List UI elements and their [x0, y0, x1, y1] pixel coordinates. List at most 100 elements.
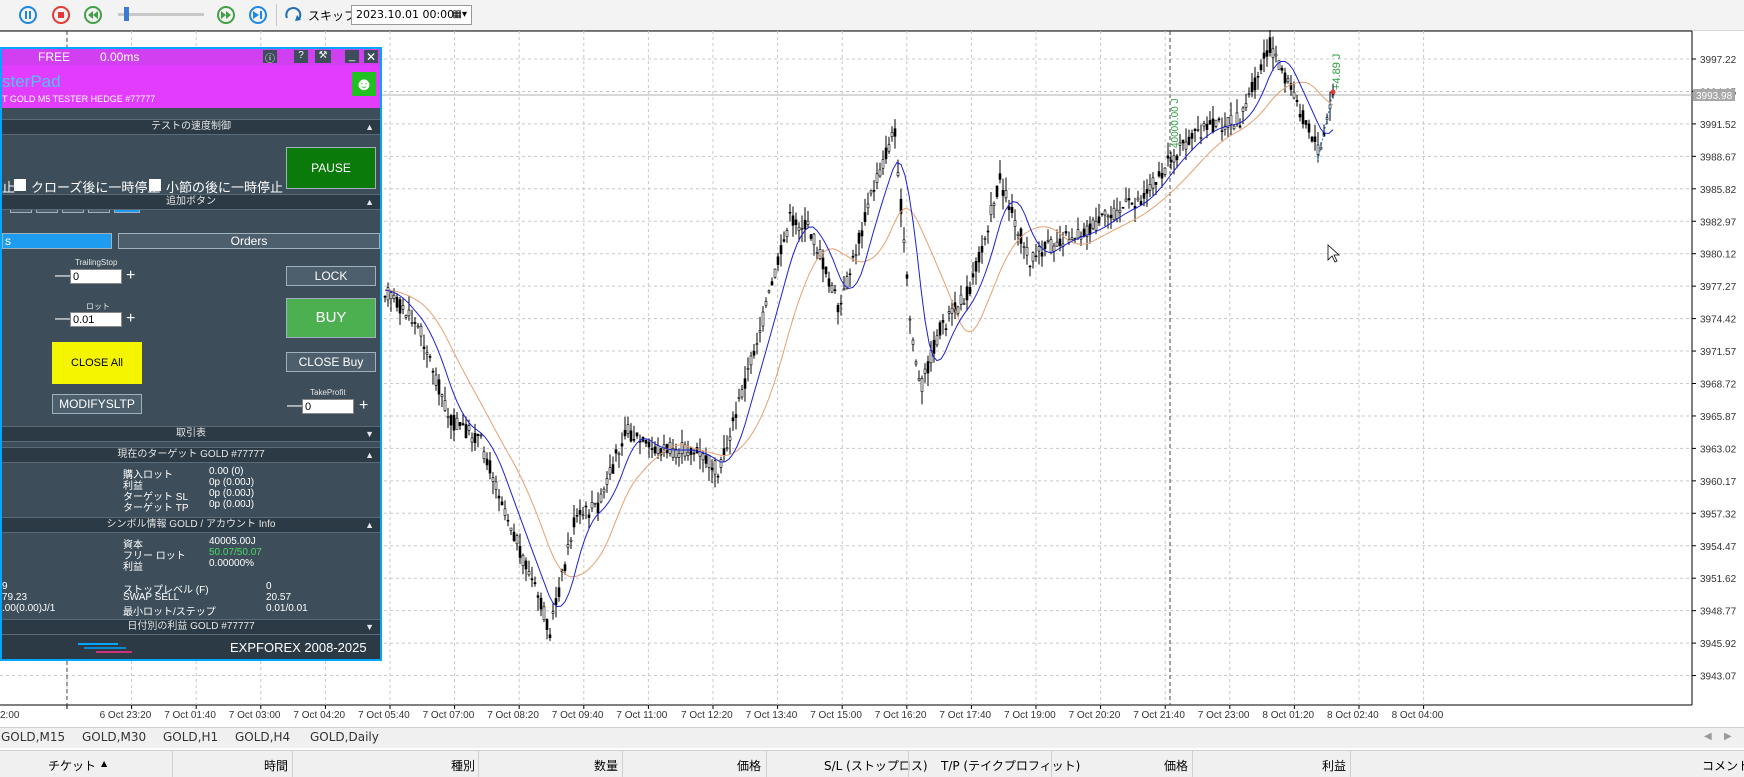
skip-icon[interactable]: [284, 6, 304, 24]
candle-body: [746, 367, 750, 370]
candle-body: [404, 315, 408, 318]
candle-body: [1247, 93, 1251, 95]
scroll-right-icon[interactable]: ▶: [1724, 731, 1732, 742]
candle-body: [1199, 137, 1203, 139]
price-tick-label: 3945.92: [1700, 639, 1737, 650]
close-buy-button[interactable]: CLOSE Buy: [286, 352, 376, 372]
sort-asc-icon[interactable]: ▲: [101, 759, 108, 768]
col-ticket[interactable]: チケット: [48, 759, 97, 773]
candle-body: [1223, 125, 1227, 130]
stop-button[interactable]: [52, 6, 70, 24]
col-volume[interactable]: 数量: [594, 759, 619, 773]
tp-minus-button[interactable]: —: [287, 397, 303, 414]
candle-body: [926, 361, 930, 374]
collapse-up-icon[interactable]: ▲: [365, 450, 374, 460]
candle-body: [854, 254, 858, 257]
tab-gold-daily[interactable]: GOLD,Daily: [310, 730, 379, 744]
lock-button[interactable]: LOCK: [286, 266, 376, 286]
candle-body: [446, 416, 450, 418]
speed-slider[interactable]: [118, 7, 204, 21]
column-divider: [622, 751, 623, 777]
col-type[interactable]: 種別: [451, 759, 476, 773]
candle-body: [851, 255, 855, 258]
collapse-up-icon[interactable]: ▲: [365, 122, 374, 132]
col-time[interactable]: 時間: [264, 759, 289, 773]
candle-body: [740, 389, 744, 398]
tp-plus-button[interactable]: +: [359, 397, 369, 414]
column-divider: [1051, 751, 1052, 777]
expand-down-icon[interactable]: ▼: [365, 622, 374, 632]
calendar-dropdown-icon[interactable]: ▦▾: [452, 9, 467, 20]
tab-gold-m30[interactable]: GOLD,M30: [82, 730, 147, 744]
speed-up-button[interactable]: [217, 6, 235, 24]
col-price-2[interactable]: 価格: [1164, 759, 1189, 773]
tab-positions[interactable]: s: [2, 233, 112, 249]
candle-body: [1160, 173, 1164, 179]
candle-body: [518, 545, 522, 558]
tab-gold-h1[interactable]: GOLD,H1: [163, 730, 219, 744]
col-comment[interactable]: コメント: [1702, 759, 1744, 773]
candle-body: [524, 560, 528, 570]
speed-section-header[interactable]: テストの速度制御 ▲: [2, 119, 380, 135]
time-tick-label: 7 Oct 01:40: [164, 710, 216, 721]
candle-body: [1307, 123, 1311, 133]
daily-profit-header[interactable]: 日付別の利益 GOLD #77777 ▼: [2, 619, 380, 635]
lot-minus-button[interactable]: —: [55, 310, 71, 327]
mouse-cursor-icon: [1327, 244, 1341, 263]
collapse-up-icon[interactable]: ▲: [365, 197, 374, 207]
tab-orders[interactable]: Orders: [118, 233, 380, 249]
col-profit[interactable]: 利益: [1322, 759, 1347, 773]
tab-gold-m15[interactable]: GOLD,M15: [1, 730, 66, 744]
price-tick-label: 3957.32: [1700, 509, 1737, 520]
candle-body: [1058, 238, 1062, 246]
candle-body: [1286, 78, 1290, 83]
col-sl[interactable]: S/L (ストップロス): [824, 759, 928, 773]
candle-body: [527, 571, 531, 576]
collapse-up-icon[interactable]: ▲: [365, 520, 374, 530]
col-price[interactable]: 価格: [737, 759, 762, 773]
smiley-icon[interactable]: ☻: [352, 72, 376, 96]
settings-icon[interactable]: ⚒: [315, 50, 331, 63]
close-all-button[interactable]: CLOSE All: [52, 342, 142, 384]
trailing-stop-input[interactable]: 0: [70, 269, 122, 284]
pause-button[interactable]: [19, 6, 37, 24]
buy-button[interactable]: BUY: [286, 298, 376, 338]
trailing-plus-button[interactable]: +: [126, 267, 136, 284]
slow-down-button[interactable]: [84, 6, 102, 24]
target-section-header[interactable]: 現在のターゲット GOLD #77777 ▲: [2, 447, 380, 463]
tab-gold-h4[interactable]: GOLD,H4: [235, 730, 291, 744]
candle-body: [959, 294, 963, 305]
modify-sltp-button[interactable]: MODIFYSLTP: [52, 394, 142, 414]
candle-body: [1052, 245, 1056, 252]
step-button[interactable]: [249, 6, 267, 24]
expand-down-icon[interactable]: ▼: [365, 429, 374, 439]
take-profit-input[interactable]: 0: [302, 399, 354, 414]
journal-section-header[interactable]: 取引表 ▼: [2, 426, 380, 442]
help-icon[interactable]: ?: [294, 50, 308, 63]
candle-body: [434, 374, 438, 386]
lot-plus-button[interactable]: +: [126, 310, 136, 327]
column-divider: [292, 751, 293, 777]
lot-input[interactable]: 0.01: [70, 312, 122, 327]
speed-slider-handle[interactable]: [124, 7, 129, 21]
tester-pad-panel[interactable]: FREE 0.00ms ⓘ ? ⚒ _ ✕ sterPad T GOLD M5 …: [0, 47, 382, 661]
skip-date-picker[interactable]: 2023.10.01 00:00 ▦▾: [351, 5, 472, 25]
candle-body: [830, 285, 834, 293]
target-key: 購入ロット: [123, 470, 173, 481]
minimize-icon[interactable]: _: [345, 50, 359, 63]
extra-buttons-header[interactable]: 追加ボタン ▲: [2, 194, 380, 210]
pause-after-bar-checkbox[interactable]: [149, 179, 161, 191]
symbol-section-header[interactable]: シンボル情報 GOLD / アカウント Info ▲: [2, 517, 380, 533]
info-icon[interactable]: ⓘ: [263, 50, 277, 65]
trailing-minus-button[interactable]: —: [55, 267, 71, 284]
skip-label[interactable]: スキップ: [308, 9, 357, 23]
close-icon[interactable]: ✕: [364, 50, 378, 64]
candle-body: [386, 287, 390, 301]
candle-body: [794, 219, 798, 226]
pause-after-close-checkbox[interactable]: [14, 179, 26, 191]
scroll-left-icon[interactable]: ◀: [1704, 731, 1712, 742]
pause-test-button[interactable]: PAUSE: [286, 147, 376, 189]
col-tp[interactable]: T/P (テイクプロフィット): [941, 759, 1081, 773]
candle-body: [536, 595, 540, 598]
candle-body: [491, 477, 495, 482]
